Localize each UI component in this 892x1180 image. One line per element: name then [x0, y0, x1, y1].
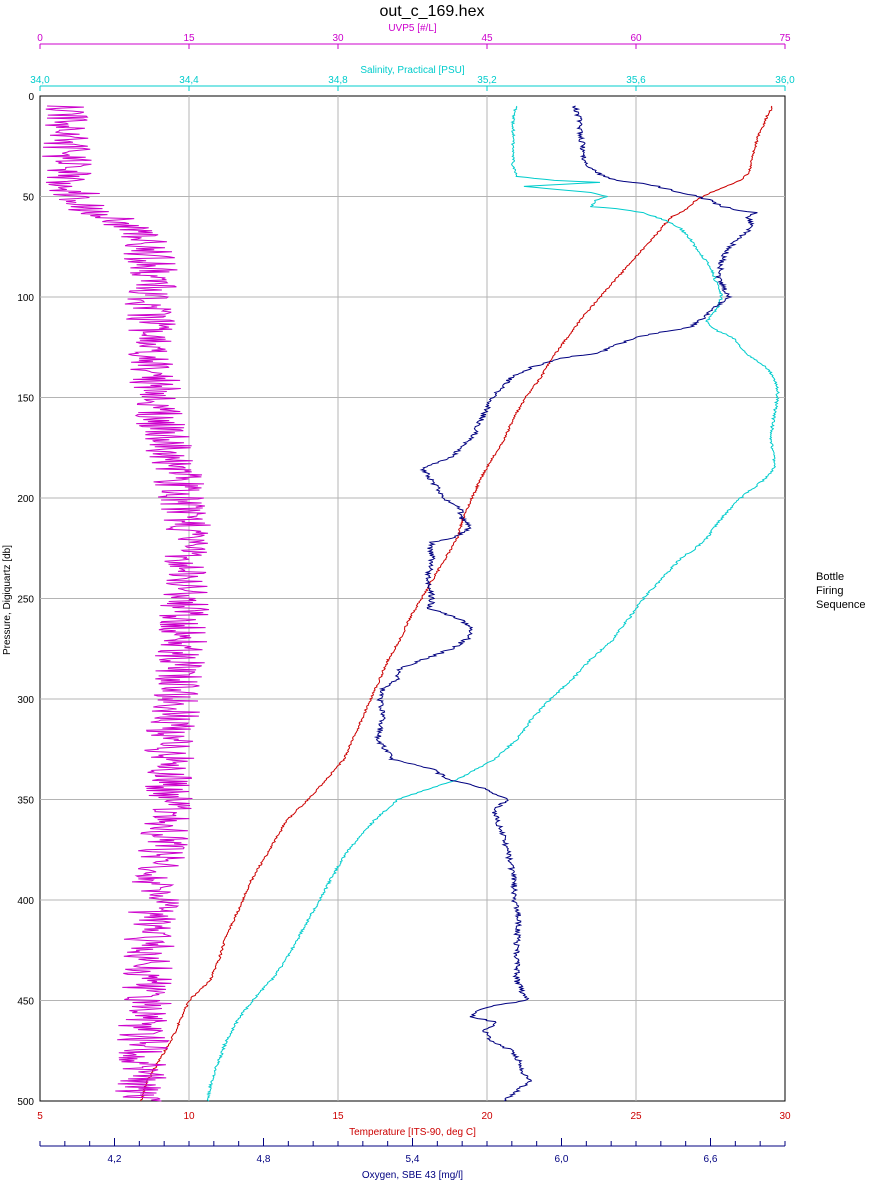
y-tick-label: 250	[17, 595, 34, 606]
temperature-tick-label: 20	[481, 1111, 493, 1122]
temperature-axis-title: Temperature [ITS-90, deg C]	[349, 1127, 476, 1138]
y-tick-label: 450	[17, 997, 34, 1008]
uvp5-tick-label: 75	[779, 33, 791, 44]
salinity-tick-label: 35,6	[626, 75, 646, 86]
oxygen-axis-title: Oxygen, SBE 43 [mg/l]	[362, 1170, 463, 1180]
salinity-tick-label: 34,4	[179, 75, 199, 86]
salinity-tick-label: 35,2	[477, 75, 497, 86]
y-tick-label: 350	[17, 796, 34, 807]
oxygen-tick-label: 6,0	[555, 1154, 569, 1165]
oxygen-tick-label: 6,6	[704, 1154, 718, 1165]
y-tick-label: 50	[23, 193, 35, 204]
side-label-line-1: Bottle	[816, 571, 844, 583]
y-tick-label: 100	[17, 293, 34, 304]
y-axis-title: Pressure, Digiquartz [db]	[2, 545, 13, 655]
temperature-tick-label: 10	[183, 1111, 195, 1122]
salinity-tick-label: 34,0	[30, 75, 50, 86]
salinity-tick-label: 36,0	[775, 75, 795, 86]
series-layer	[42, 105, 780, 1102]
salinity-axis-title: Salinity, Practical [PSU]	[360, 65, 465, 76]
oxygen-profile-line	[373, 105, 758, 1102]
oxygen-tick-label: 4,8	[257, 1154, 271, 1165]
salinity-profile-line	[206, 105, 780, 1102]
uvp5-tick-label: 30	[332, 33, 344, 44]
temperature-tick-label: 15	[332, 1111, 344, 1122]
side-label-line-2: Firing	[816, 585, 844, 597]
grid-layer	[39, 95, 786, 1102]
uvp5-tick-label: 60	[630, 33, 642, 44]
y-tick-label: 200	[17, 494, 34, 505]
salinity-tick-label: 34,8	[328, 75, 348, 86]
uvp5-profile-line	[42, 105, 211, 1102]
uvp5-tick-label: 45	[481, 33, 493, 44]
chart-title: out_c_169.hex	[380, 3, 485, 20]
oxygen-tick-label: 5,4	[406, 1154, 420, 1165]
y-tick-label: 0	[28, 92, 34, 103]
temperature-tick-label: 25	[630, 1111, 642, 1122]
y-tick-label: 400	[17, 896, 34, 907]
temperature-profile-line	[140, 105, 773, 1102]
uvp5-tick-label: 15	[183, 33, 195, 44]
side-label-line-3: Sequence	[816, 599, 866, 611]
uvp5-tick-label: 0	[37, 33, 43, 44]
temperature-tick-label: 30	[779, 1111, 791, 1122]
uvp5-axis-title: UVP5 [#/L]	[388, 23, 437, 34]
oxygen-tick-label: 4,2	[108, 1154, 122, 1165]
y-tick-label: 500	[17, 1097, 34, 1108]
temperature-tick-label: 5	[37, 1111, 43, 1122]
y-tick-label: 150	[17, 394, 34, 405]
y-tick-label: 300	[17, 695, 34, 706]
axes-layer: 0 50 100 150 200 250 300 350 400 450 500 0 15 30 45 60 7…	[17, 23, 795, 1180]
